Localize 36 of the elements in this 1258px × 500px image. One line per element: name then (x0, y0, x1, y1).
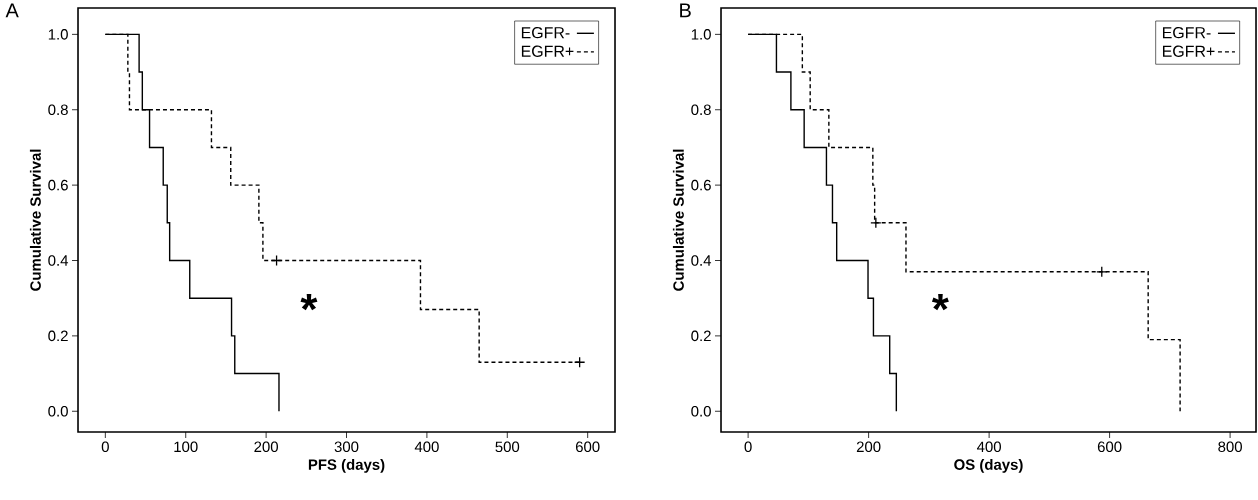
x-axis-title: PFS (days) (308, 458, 385, 473)
legend-label: EGFR+ (521, 45, 574, 57)
y-tick-label: 0.0 (48, 405, 68, 417)
legend-label: EGFR+ (1162, 45, 1215, 57)
legend-label: EGFR- (521, 27, 570, 39)
x-axis-title: OS (days) (954, 458, 1023, 473)
x-tick-label: 0 (744, 441, 752, 453)
legend-label: EGFR- (1162, 27, 1211, 39)
annotation: * (300, 293, 318, 311)
chart-title: A (5, 3, 19, 18)
y-tick-label: 1.0 (691, 29, 711, 40)
x-tick-label: 600 (1097, 441, 1122, 453)
x-tick-label: 400 (414, 441, 439, 453)
x-tick-label: 200 (856, 441, 881, 453)
y-tick-label: 0.2 (48, 330, 68, 342)
x-tick-label: 600 (575, 441, 600, 453)
y-tick-label: 0.4 (48, 255, 69, 266)
y-tick-label: 0.2 (691, 330, 711, 342)
y-tick-label: 0.0 (691, 405, 711, 417)
y-tick-label: 0.4 (691, 255, 712, 266)
x-tick-label: 800 (1218, 441, 1242, 453)
x-tick-label: 100 (174, 441, 198, 453)
x-tick-label: 400 (976, 441, 1001, 453)
y-tick-label: 0.8 (691, 104, 711, 116)
y-axis-title: Cumulative Survival (672, 149, 684, 291)
x-tick-label: 300 (334, 441, 359, 453)
x-tick-label: 500 (495, 441, 520, 453)
y-tick-label: 0.6 (48, 179, 68, 191)
y-tick-label: 0.6 (691, 179, 711, 191)
x-tick-label: 0 (101, 441, 109, 453)
chart-title: B (680, 3, 691, 18)
y-axis-title: Cumulative Survival (29, 149, 41, 291)
y-tick-label: 0.8 (48, 104, 68, 116)
annotation: * (931, 293, 949, 311)
y-tick-label: 1.0 (48, 29, 68, 40)
x-tick-label: 200 (254, 441, 278, 453)
